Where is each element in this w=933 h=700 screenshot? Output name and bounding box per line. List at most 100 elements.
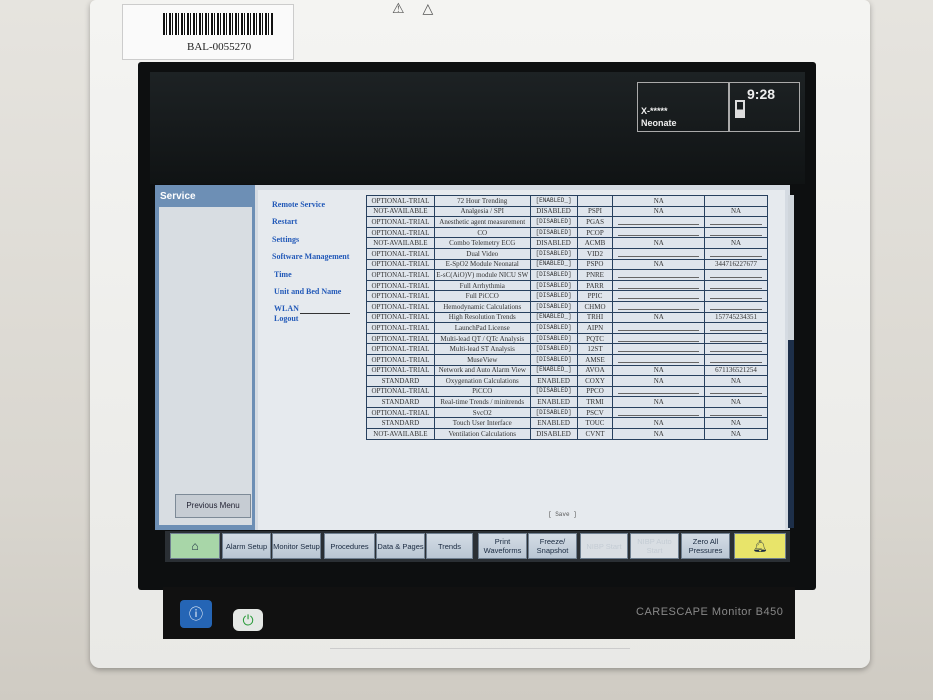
alarm-bell-icon: 🔔︎ xyxy=(752,538,768,553)
table-row[interactable]: OPTIONAL-TRIAL E-SpO2 Module Neonatal [ENA… xyxy=(366,258,768,271)
blank-field[interactable] xyxy=(710,287,762,289)
blank-field[interactable] xyxy=(618,287,700,289)
state-cell: [DISABLED] xyxy=(529,216,578,228)
power-button[interactable]: ⏻ xyxy=(233,609,263,631)
table-row[interactable]: OPTIONAL-TRIAL PiCCO [DISABLED] PPCO xyxy=(366,385,768,398)
service-panel xyxy=(159,207,252,525)
table-row[interactable]: STANDARD Oxygenation Calculations ENABLED C… xyxy=(366,375,768,387)
state-cell: ENABLED xyxy=(529,375,578,387)
clock: 9:28 xyxy=(729,82,800,132)
blank-field[interactable] xyxy=(710,340,762,342)
blank-field[interactable] xyxy=(710,308,762,310)
help-icon[interactable]: ⓘ xyxy=(180,600,212,628)
table-row[interactable]: OPTIONAL-TRIAL Hemodynamic Calculations [D… xyxy=(366,300,768,313)
table-row[interactable]: OPTIONAL-TRIAL Full Arrhythmia [DISABLED] P… xyxy=(366,279,768,292)
status-cell: OPTIONAL-TRIAL xyxy=(366,364,435,377)
menu-item-restart[interactable]: Restart xyxy=(272,217,298,226)
blank-field[interactable] xyxy=(618,255,700,257)
freeze-snapshotbutton[interactable]: Freeze/ Snapshot xyxy=(528,533,577,559)
menu-item-time[interactable]: Time xyxy=(274,270,292,279)
model-name: CARESCAPE Monitor B450 xyxy=(636,606,784,618)
table-row[interactable]: NOT-AVAILABLE Ventilation Calculations DIS… xyxy=(366,428,768,440)
nibp-startbutton[interactable]: NIBP Start xyxy=(580,533,628,559)
menu-item-settings[interactable]: Settings xyxy=(272,235,300,244)
table-row[interactable]: OPTIONAL-TRIAL Dual Video [DISABLED] VID2 xyxy=(366,247,768,260)
blank-field[interactable] xyxy=(710,234,762,236)
blank-field[interactable] xyxy=(618,223,700,225)
zero-all-pressuresbutton[interactable]: Zero All Pressures xyxy=(681,533,730,559)
blank-field[interactable] xyxy=(618,361,700,363)
state-cell: ENABLED xyxy=(529,396,578,408)
menu-item-wlan[interactable]: WLAN xyxy=(274,304,299,313)
blank-field[interactable] xyxy=(710,276,762,278)
table-row[interactable]: OPTIONAL-TRIAL Multi-lead QT / QTc Analys… xyxy=(366,332,768,345)
table-row[interactable]: OPTIONAL-TRIAL E-sC(AiO)V) module NICU SW… xyxy=(366,269,768,281)
blank-field[interactable] xyxy=(710,361,762,363)
print-waveformsbutton[interactable]: Print Waveforms xyxy=(478,533,527,559)
table-row[interactable]: OPTIONAL-TRIAL LaunchPad License [DISABLED… xyxy=(366,322,768,334)
code-cell: PCOP xyxy=(576,226,614,239)
code-cell: VID2 xyxy=(576,247,614,260)
value-cell: NA xyxy=(612,205,706,218)
table-row[interactable]: STANDARD Real-time Trends / minitrends ENA… xyxy=(366,396,768,408)
table-row[interactable]: OPTIONAL-TRIAL MuseView [DISABLED] AMSE xyxy=(366,353,768,366)
menu-item-unit-and-bed-name[interactable]: Unit and Bed Name xyxy=(274,287,342,296)
table-row[interactable]: OPTIONAL-TRIAL High Resolution Trends [ENA… xyxy=(366,311,768,324)
key-cell: NA xyxy=(704,205,768,218)
table-row[interactable]: OPTIONAL-TRIAL SvcO2 [DISABLED] PSCV xyxy=(366,406,768,419)
table-row[interactable]: NOT-AVAILABLE Analgesia / SPI DISABLED PSPI… xyxy=(366,205,768,218)
blank-field[interactable] xyxy=(618,351,700,353)
monitor-setupbutton[interactable]: Monitor Setup xyxy=(272,533,321,559)
table-row[interactable]: OPTIONAL-TRIAL Network and Auto Alarm Vie… xyxy=(366,364,768,377)
status-cell: OPTIONAL-TRIAL xyxy=(366,216,435,228)
blank-field[interactable] xyxy=(710,223,762,225)
feature-cell: E-SpO2 Module Neonatal xyxy=(433,258,531,271)
indicator-icons: ⚠△ xyxy=(392,0,452,16)
table-row[interactable]: OPTIONAL-TRIAL 72 Hour Trending [ENABLED_]… xyxy=(366,195,768,207)
key-cell xyxy=(704,247,768,260)
trendsbutton[interactable]: Trends xyxy=(426,533,473,559)
home-button[interactable]: ⌂ xyxy=(170,533,220,559)
menu-item-logout[interactable]: Logout xyxy=(274,314,299,323)
table-row[interactable]: OPTIONAL-TRIAL Full PiCCO [DISABLED] PPIC xyxy=(366,290,768,302)
key-cell: 671136521254 xyxy=(704,364,768,377)
table-row[interactable]: NOT-AVAILABLE Combo Telemetry ECG DISABLED… xyxy=(366,237,768,249)
status-cell: OPTIONAL-TRIAL xyxy=(366,195,435,207)
blank-field[interactable] xyxy=(618,340,700,342)
table-row[interactable]: STANDARD Touch User Interface ENABLED TOUC N… xyxy=(366,417,768,430)
alarm-bell-button[interactable]: 🔔︎ xyxy=(734,533,786,559)
blank-field[interactable] xyxy=(710,414,762,416)
state-cell: DISABLED xyxy=(529,428,578,440)
patient-info[interactable]: X-***** Neonate xyxy=(637,82,729,132)
blank-field[interactable] xyxy=(618,276,700,278)
blank-field[interactable] xyxy=(618,234,700,236)
value-cell xyxy=(612,216,706,228)
feature-cell: High Resolution Trends xyxy=(433,311,531,324)
code-cell: TRHI xyxy=(576,311,614,324)
blank-field[interactable] xyxy=(618,308,700,310)
nibp-auto-startbutton[interactable]: NIBP Auto Start xyxy=(630,533,679,559)
value-cell: NA xyxy=(612,237,706,249)
scrollbar-thumb[interactable] xyxy=(788,340,794,528)
data-pagesbutton[interactable]: Data & Pages xyxy=(376,533,425,559)
menu-item-software-management[interactable]: Software Management xyxy=(272,252,350,261)
blank-field[interactable] xyxy=(710,329,762,331)
blank-field[interactable] xyxy=(618,329,700,331)
blank-field[interactable] xyxy=(618,393,700,395)
save-button[interactable]: [ Save ] xyxy=(548,511,577,518)
table-row[interactable]: OPTIONAL-TRIAL Multi-lead ST Analysis [DIS… xyxy=(366,343,768,355)
blank-field[interactable] xyxy=(618,298,700,300)
alarm-setupbutton[interactable]: Alarm Setup xyxy=(222,533,271,559)
blank-field[interactable] xyxy=(710,255,762,257)
blank-field[interactable] xyxy=(618,414,700,416)
table-row[interactable]: OPTIONAL-TRIAL Anesthetic agent measureme… xyxy=(366,216,768,228)
blank-field[interactable] xyxy=(710,393,762,395)
state-cell: [DISABLED] xyxy=(529,226,578,239)
blank-field[interactable] xyxy=(710,298,762,300)
state-cell: [DISABLED] xyxy=(529,269,578,281)
table-row[interactable]: OPTIONAL-TRIAL CO [DISABLED] PCOP xyxy=(366,226,768,239)
proceduresbutton[interactable]: Procedures xyxy=(324,533,375,559)
blank-field[interactable] xyxy=(710,351,762,353)
previous-menu-button[interactable]: Previous Menu xyxy=(175,494,251,518)
menu-item-remote-service[interactable]: Remote Service xyxy=(272,200,326,209)
